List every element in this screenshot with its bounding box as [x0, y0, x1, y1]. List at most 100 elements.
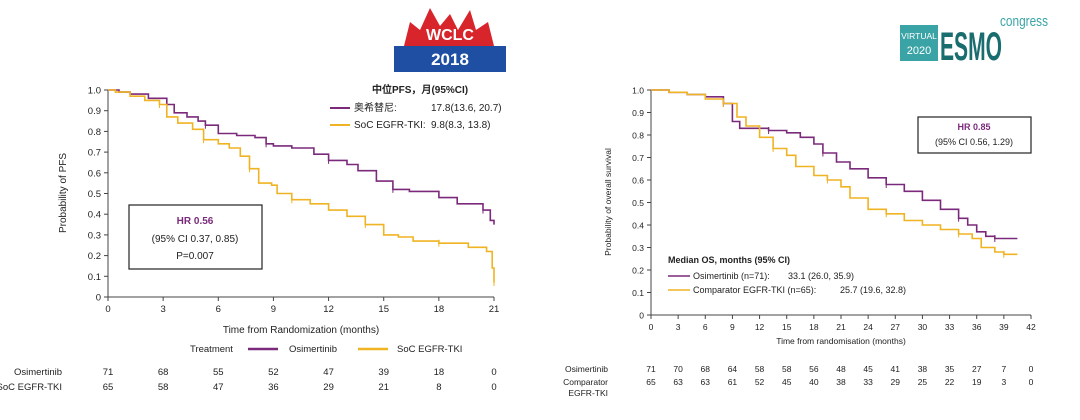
pfs-chart: 00.10.20.30.40.50.60.70.80.91.0 0 3 6 9 12 15…: [0, 83, 502, 393]
risk-value: 38: [918, 364, 928, 374]
risk-row-label: Osimertinib: [565, 364, 608, 374]
risk-value: 29: [323, 382, 334, 393]
risk-value: 18: [434, 367, 445, 378]
risk-value: 35: [945, 364, 955, 374]
risk-value: 0: [1029, 364, 1034, 374]
wclc-logo: WCLC 2018: [394, 8, 506, 72]
y-tick-label: 0.6: [632, 176, 644, 186]
risk-row-label: EGFR-TKI: [568, 388, 608, 398]
risk-value: 58: [782, 364, 792, 374]
x-tick-label: 0: [105, 304, 110, 315]
x-tick-label: 12: [755, 322, 765, 332]
wclc-logo-text: WCLC: [426, 27, 474, 44]
risk-value: 45: [863, 364, 873, 374]
os-y-axis-label: Probability of overall survival: [603, 148, 613, 256]
risk-value: 29: [891, 377, 901, 387]
risk-value: 3: [1001, 377, 1006, 387]
risk-value: 36: [268, 382, 279, 393]
os-x-ticks: 0 3 6 9 12 15 18 21 24 27 30 33 36 39 42: [649, 315, 1036, 332]
risk-value: 27: [972, 364, 982, 374]
pfs-legend-soc-name: SoC EGFR-TKI:: [354, 120, 426, 131]
esmo-brand-text: ESMO: [940, 25, 1002, 69]
risk-row-label: SoC EGFR-TKI: [0, 382, 62, 393]
pfs-legend-title: 中位PFS，月(95%CI): [372, 83, 468, 96]
x-tick-label: 21: [489, 304, 500, 315]
risk-value: 38: [836, 377, 846, 387]
risk-value: 19: [972, 377, 982, 387]
pfs-series: [108, 89, 495, 287]
y-tick-label: 0.2: [632, 266, 644, 276]
risk-value: 47: [213, 382, 224, 393]
pfs-risk-header: Treatment: [190, 344, 233, 355]
risk-value: 47: [323, 367, 334, 378]
y-tick-label: 0: [639, 311, 644, 321]
risk-value: 56: [809, 364, 819, 374]
os-legend: Median OS, months (95% CI) Osimertinib (…: [668, 255, 906, 295]
risk-value: 33: [863, 377, 873, 387]
risk-value: 41: [891, 364, 901, 374]
risk-value: 0: [491, 367, 496, 378]
pfs-legend-osimertinib-name: 奥希替尼:: [354, 101, 397, 114]
pfs-legend-soc-value: 9.8(8.3, 13.8): [431, 120, 490, 131]
series-line: [108, 89, 495, 283]
x-tick-label: 15: [782, 322, 792, 332]
risk-value: 68: [701, 364, 711, 374]
x-tick-label: 6: [216, 304, 221, 315]
risk-row-label: Osimertinib: [14, 367, 62, 378]
x-tick-label: 36: [972, 322, 982, 332]
x-tick-label: 15: [378, 304, 389, 315]
pfs-hr-p: P=0.007: [176, 251, 214, 262]
os-chart: 00.10.20.30.40.50.60.70.80.91.0 0 3 6 9 12 15…: [563, 86, 1036, 399]
y-tick-label: 0.6: [88, 168, 101, 179]
risk-value: 68: [158, 367, 169, 378]
risk-value: 58: [158, 382, 169, 393]
y-tick-label: 0.5: [88, 189, 101, 200]
os-x-axis-label: Time from randomisation (months): [776, 336, 906, 346]
x-tick-label: 24: [863, 322, 873, 332]
risk-value: 58: [755, 364, 765, 374]
x-tick-label: 6: [703, 322, 708, 332]
risk-value: 63: [701, 377, 711, 387]
y-tick-label: 0.8: [88, 127, 101, 138]
os-risk-table: Osimertinib 71 70 68 64 58 58 56 48 45 41 38 35 27 7 0C…: [563, 364, 1034, 398]
pfs-y-ticks: 0 0.1 0.2 0.3 0.4 0.5 0.6 0.7 0.8 0.9 1.0: [88, 86, 108, 304]
y-tick-label: 0.7: [632, 153, 644, 163]
os-series: [651, 89, 1018, 258]
series-line: [651, 89, 1018, 256]
pfs-y-axis-label: Probability of PFS: [58, 153, 69, 233]
pfs-hr-value: HR 0.56: [177, 216, 214, 227]
os-legend-comparator-value: 25.7 (19.6, 32.8): [840, 285, 906, 295]
risk-value: 40: [809, 377, 819, 387]
x-tick-label: 3: [160, 304, 165, 315]
risk-value: 64: [728, 364, 738, 374]
os-y-ticks: 0 0.1 0.2 0.3 0.4 0.5 0.6 0.7 0.8 0.9 1.0: [632, 86, 651, 321]
esmo-year-text: 2020: [907, 45, 931, 57]
y-tick-label: 1.0: [632, 86, 644, 96]
pfs-x-ticks: 0 3 6 9 12 15 18 21: [105, 297, 499, 315]
os-hr-ci: (95% CI 0.56, 1.29): [935, 137, 1013, 147]
pfs-risk-legend-osimertinib: Osimertinib: [289, 344, 337, 355]
y-tick-label: 0.4: [632, 221, 644, 231]
pfs-hr-ci: (95% CI 0.37, 0.85): [152, 234, 239, 245]
x-tick-label: 33: [945, 322, 955, 332]
risk-value: 8: [436, 382, 441, 393]
risk-value: 63: [673, 377, 683, 387]
risk-value: 52: [755, 377, 765, 387]
y-tick-label: 0.9: [632, 108, 644, 118]
x-tick-label: 9: [730, 322, 735, 332]
risk-value: 25: [918, 377, 928, 387]
y-tick-label: 0.7: [88, 148, 101, 159]
risk-value: 22: [945, 377, 955, 387]
wclc-logo-year: 2018: [431, 50, 469, 69]
y-tick-label: 0.2: [88, 251, 101, 262]
y-tick-label: 0.8: [632, 131, 644, 141]
y-tick-label: 1.0: [88, 86, 101, 97]
os-legend-osimertinib-value: 33.1 (26.0, 35.9): [788, 271, 854, 281]
risk-value: 48: [836, 364, 846, 374]
y-tick-label: 0.1: [632, 288, 644, 298]
pfs-hr-box: HR 0.56 (95% CI 0.37, 0.85) P=0.007: [128, 204, 263, 270]
x-tick-label: 39: [999, 322, 1009, 332]
y-tick-label: 0: [96, 293, 101, 304]
pfs-legend: 中位PFS，月(95%CI) 奥希替尼: 17.8(13.6, 20.7) So…: [330, 83, 502, 131]
